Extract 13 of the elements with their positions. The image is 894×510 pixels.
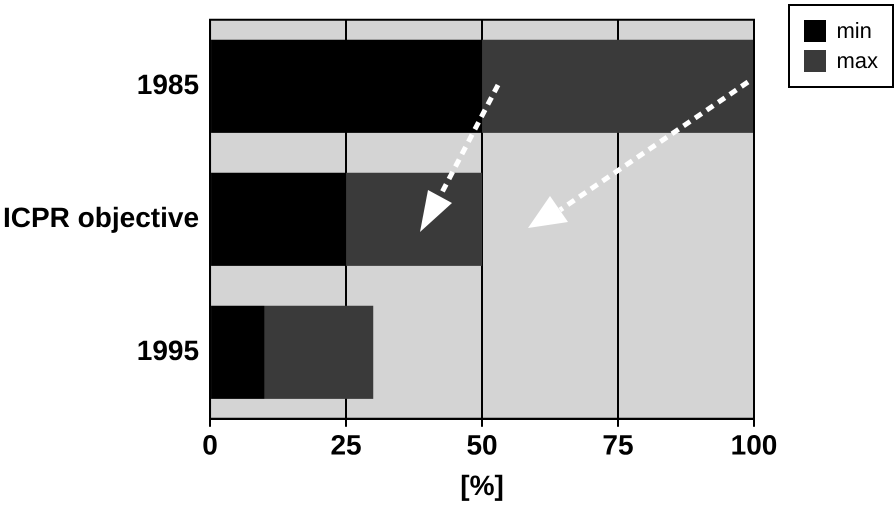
x-tick-label: 25 — [330, 429, 362, 460]
x-axis-title: [%] — [460, 470, 504, 501]
y-tick-label: 1985 — [136, 69, 200, 100]
x-tick-label: 0 — [202, 429, 218, 460]
x-tick-label: 100 — [730, 429, 778, 460]
bar — [264, 306, 374, 399]
y-tick-label: 1995 — [136, 335, 200, 366]
y-tick-label: ICPR objective — [2, 202, 200, 234]
legend-label: min — [836, 17, 872, 45]
bar — [346, 172, 482, 266]
x-tick-label: 50 — [466, 429, 498, 460]
x-tick-label: 75 — [602, 429, 634, 460]
legend-label: max — [836, 47, 878, 75]
